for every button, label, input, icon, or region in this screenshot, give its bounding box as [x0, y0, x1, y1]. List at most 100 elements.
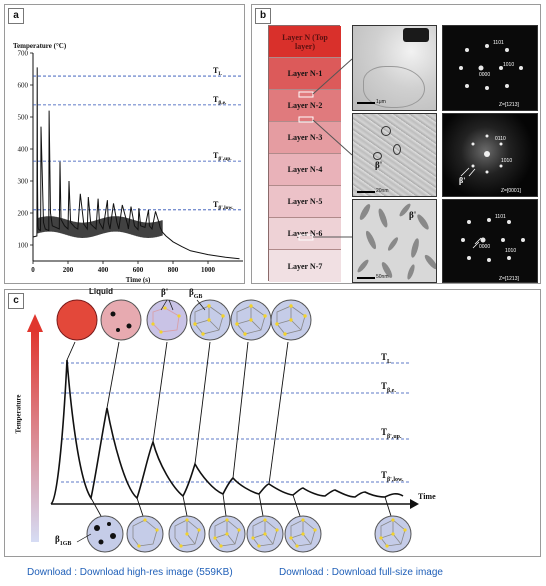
spot-label: 0110	[495, 136, 506, 142]
layer-connectors	[298, 58, 353, 241]
panel-c: c	[4, 287, 541, 557]
solidifying-circle	[100, 299, 142, 341]
connector-line	[66, 341, 76, 361]
layer-n-7: Layer N-7	[269, 250, 341, 282]
diffraction-pattern-middle: 0110 1010 β' Z=[0001]	[442, 113, 538, 197]
pointer-line	[168, 299, 174, 311]
layer-n-top: Layer N (Top layer)	[269, 26, 341, 58]
y-tick-label: 300	[18, 178, 29, 186]
zone-axis-label: Z=[1213]	[499, 276, 519, 282]
y-tick-label: 600	[18, 82, 29, 90]
layer-n-4: Layer N-4	[269, 154, 341, 186]
beta-prime-label: β'	[409, 210, 417, 220]
x-tick-label: 400	[98, 266, 109, 274]
y-tick-label: 100	[18, 242, 29, 250]
tem-image-bottom: β' 50nm	[352, 199, 437, 283]
spot-label: 1010	[501, 158, 513, 164]
download-full-size-link[interactable]: Download : Download full-size image	[279, 567, 443, 578]
diffraction-spots	[460, 134, 503, 177]
liquid-circle	[56, 299, 98, 341]
threshold-label: Tβ',up.	[381, 427, 402, 440]
scale-bar-label: 50nm	[376, 274, 389, 280]
x-tick-label: 200	[63, 266, 74, 274]
download-high-res-link[interactable]: Download : Download high-res image (559K…	[27, 567, 233, 578]
connector-line	[232, 341, 249, 479]
x-tick-label: 1000	[201, 266, 216, 274]
y-tick-label: 500	[18, 114, 29, 122]
spot-label: 0000	[479, 244, 491, 250]
x-axis-title: Time (s)	[126, 276, 151, 284]
diffraction-spots	[461, 218, 525, 262]
layer-n-3: Layer N-3	[269, 122, 341, 154]
temperature-arrow-head	[27, 314, 43, 332]
panel-c-tag: c	[8, 293, 24, 309]
spot-label: 1010	[505, 248, 517, 254]
connector-line	[90, 497, 102, 517]
beta-prime-label: β'	[161, 287, 169, 297]
beta-gb-label: βGB	[189, 287, 203, 300]
y-tick-label: 700	[18, 50, 29, 58]
temperature-gradient-arrow	[31, 330, 39, 542]
grain-circle	[189, 299, 231, 341]
grain-circle	[146, 299, 188, 341]
grain-circle-bottom	[246, 515, 284, 553]
diffraction-pattern-bottom: 1101 0000 1010 Z=[1213]	[442, 199, 538, 283]
panel-b: b Layer N (Top layer) Layer N-1 Layer N-…	[251, 4, 541, 284]
grain-circle	[270, 299, 312, 341]
beta-prime-label: β'	[459, 176, 466, 185]
connector-line	[258, 493, 264, 517]
layer-n-1: Layer N-1	[269, 58, 341, 90]
beta-1gb-label: β1GB	[55, 534, 72, 547]
x-tick-label: 600	[133, 266, 144, 274]
thermal-curve	[50, 359, 404, 505]
diffraction-spots	[459, 44, 523, 90]
y-axis-title: Temperature (°C)	[13, 42, 67, 50]
schematic-diagram	[27, 299, 419, 553]
pointer-line	[76, 533, 92, 543]
y-tick-label: 400	[18, 146, 29, 154]
threshold-label: TL	[381, 352, 392, 365]
grain-circle	[230, 299, 272, 341]
beta-prime-label: β'	[375, 160, 383, 170]
spot-label: 0000	[479, 72, 491, 78]
threshold-label: Tβ',up.	[213, 151, 232, 162]
grain-circle-bottom	[374, 515, 412, 553]
threshold-label: TL	[213, 66, 222, 77]
threshold-label: Tβ',low.	[213, 200, 234, 211]
scale-bar-label: 1μm	[376, 99, 386, 105]
spot-label: 1010	[503, 62, 515, 68]
connector-line	[268, 341, 289, 485]
grain-circle-bottom	[86, 515, 124, 553]
spot-label: 1101	[495, 214, 506, 220]
tem-image-top: 1μm	[352, 25, 437, 111]
oscillation-band	[36, 216, 163, 238]
threshold-label: Tβ,e.	[381, 381, 396, 394]
time-axis-arrow	[410, 499, 419, 509]
temperature-axis-title: Temperature	[14, 394, 23, 434]
spot-label: 1101	[493, 40, 504, 46]
pointer-line	[196, 299, 206, 311]
threshold-label: Tβ,e.	[213, 95, 227, 106]
pointer-line	[160, 299, 168, 311]
layer-n-6: Layer N-6	[269, 218, 341, 250]
grain-circle-bottom	[168, 515, 206, 553]
grain-circle-bottom	[284, 515, 322, 553]
precipitate-texture	[357, 203, 436, 280]
liquid-label: Liquid	[89, 287, 113, 296]
diffraction-pattern-top: 1101 0000 1010 Z=[1213]	[442, 25, 538, 111]
x-tick-label: 800	[168, 266, 179, 274]
x-tick-label: 0	[31, 266, 35, 274]
panel-b-tag: b	[255, 8, 271, 24]
connector-line	[182, 495, 188, 517]
layer-n-5: Layer N-5	[269, 186, 341, 218]
panel-a: a Temperature (°C) 700 600 500 400 300 200 100…	[4, 4, 245, 284]
connector-line	[152, 341, 168, 443]
grain-circle-bottom	[208, 515, 246, 553]
connector-line	[106, 341, 120, 409]
connector-line	[194, 341, 211, 465]
time-axis-title: Time	[418, 492, 436, 501]
threshold-label: Tβ',low.	[381, 470, 404, 483]
zone-axis-label: Z=[0001]	[501, 188, 521, 194]
connector-line	[384, 496, 392, 517]
